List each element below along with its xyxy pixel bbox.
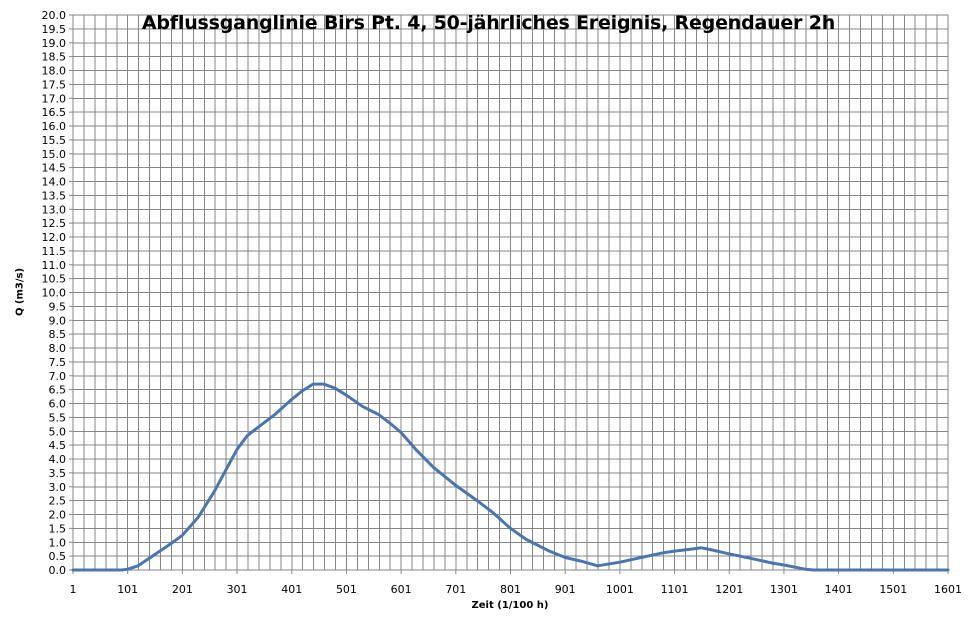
x-tick-label: 701 xyxy=(445,583,466,596)
y-tick-label: 16.0 xyxy=(42,120,67,133)
y-tick-label: 11.5 xyxy=(42,245,67,258)
y-tick-label: 3.5 xyxy=(49,467,67,480)
x-tick-label: 1201 xyxy=(715,583,743,596)
x-axis-label: Zeit (1/100 h) xyxy=(471,600,549,611)
x-tick-label: 801 xyxy=(500,583,521,596)
x-tick-label: 601 xyxy=(391,583,412,596)
y-tick-label: 4.5 xyxy=(49,439,67,452)
y-tick-label: 7.0 xyxy=(49,370,67,383)
y-tick-label: 15.5 xyxy=(42,134,67,147)
x-tick-label: 201 xyxy=(172,583,193,596)
y-tick-label: 20.0 xyxy=(42,9,67,22)
y-tick-label: 12.0 xyxy=(42,231,67,244)
y-tick-label: 7.5 xyxy=(49,356,67,369)
y-tick-label: 17.0 xyxy=(42,92,67,105)
x-tick-label: 301 xyxy=(227,583,248,596)
y-tick-label: 3.0 xyxy=(49,481,67,494)
y-tick-label: 4.0 xyxy=(49,453,67,466)
chart-title: Abflussganglinie Birs Pt. 4, 50-jährlich… xyxy=(141,12,836,34)
y-tick-label: 5.0 xyxy=(49,425,67,438)
x-tick-label: 1001 xyxy=(606,583,634,596)
y-tick-label: 2.5 xyxy=(49,495,67,508)
y-tick-label: 13.0 xyxy=(42,203,67,216)
x-tick-label: 1401 xyxy=(825,583,853,596)
y-tick-label: 14.0 xyxy=(42,176,67,189)
x-tick-label: 501 xyxy=(336,583,357,596)
y-tick-label: 13.5 xyxy=(42,189,67,202)
y-tick-label: 19.0 xyxy=(42,37,67,50)
y-tick-label: 0.0 xyxy=(49,564,67,577)
x-tick-label: 1501 xyxy=(879,583,907,596)
x-tick-label: 101 xyxy=(117,583,138,596)
series-line xyxy=(71,382,950,572)
y-tick-label: 10.0 xyxy=(42,287,67,300)
y-tick-label: 10.5 xyxy=(42,273,67,286)
x-tick-label: 901 xyxy=(555,583,576,596)
y-tick-label: 11.0 xyxy=(42,259,67,272)
y-tick-label: 5.5 xyxy=(49,411,67,424)
x-tick-label: 1301 xyxy=(770,583,798,596)
x-tick-label: 1 xyxy=(70,583,77,596)
x-tick-label: 1601 xyxy=(934,583,962,596)
y-tick-label: 6.0 xyxy=(49,398,67,411)
y-tick-label: 19.5 xyxy=(42,23,67,36)
y-tick-label: 17.5 xyxy=(42,78,67,91)
y-tick-label: 15.0 xyxy=(42,148,67,161)
y-tick-label: 9.5 xyxy=(49,300,67,313)
y-tick-label: 2.0 xyxy=(49,509,67,522)
y-tick-label: 1.5 xyxy=(49,522,67,535)
y-tick-label: 18.0 xyxy=(42,65,67,78)
y-tick-label: 18.5 xyxy=(42,51,67,64)
y-tick-label: 12.5 xyxy=(42,217,67,230)
x-tick-label: 1101 xyxy=(661,583,689,596)
y-tick-label: 16.5 xyxy=(42,106,67,119)
y-tick-label: 1.0 xyxy=(49,536,67,549)
y-axis-label: Q (m3/s) xyxy=(14,267,26,317)
y-tick-label: 8.5 xyxy=(49,328,67,341)
y-tick-label: 0.5 xyxy=(49,550,67,563)
y-tick-label: 8.0 xyxy=(49,342,67,355)
y-tick-label: 9.0 xyxy=(49,314,67,327)
y-tick-label: 6.5 xyxy=(49,384,67,397)
x-tick-label: 401 xyxy=(281,583,302,596)
y-tick-label: 14.5 xyxy=(42,162,67,175)
